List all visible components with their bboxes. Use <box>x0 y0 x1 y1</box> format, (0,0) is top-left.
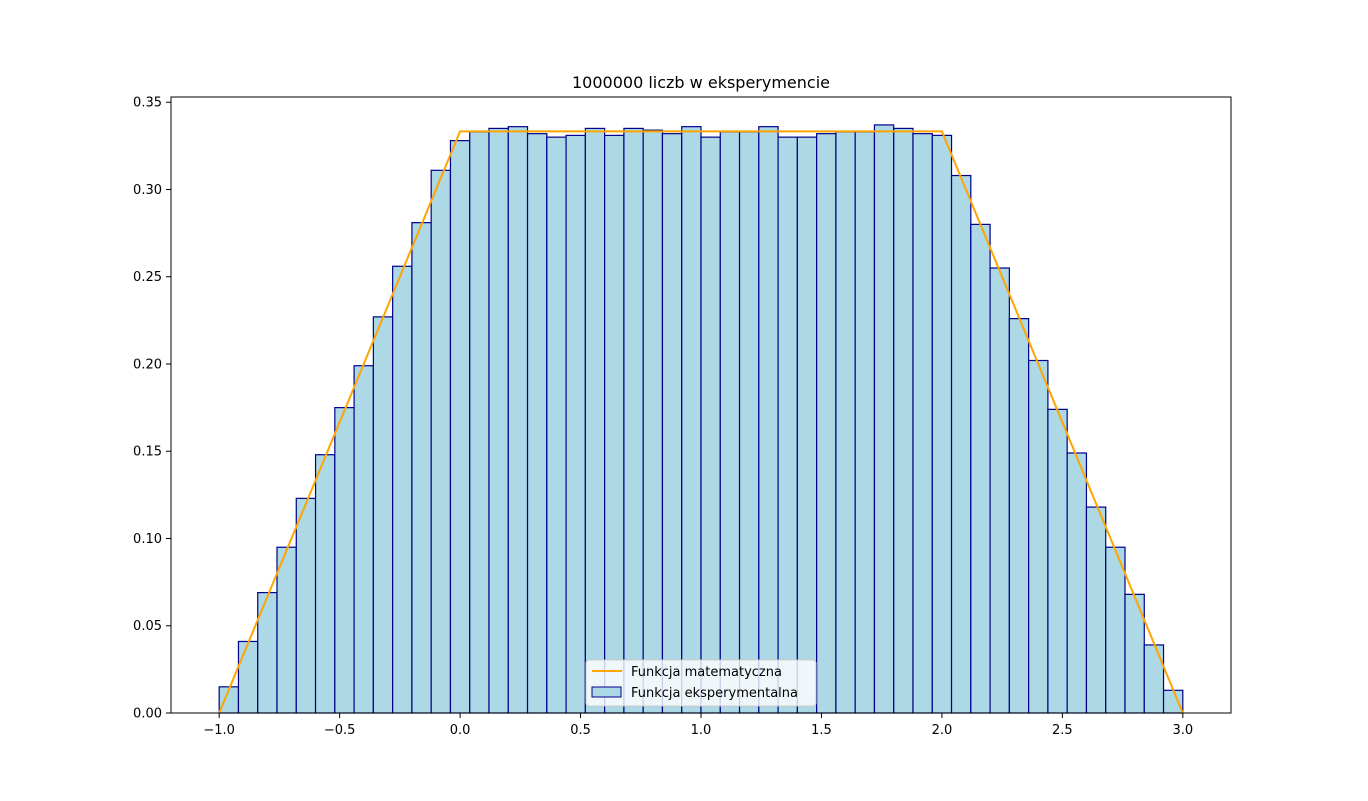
histogram-bar <box>565 134 586 714</box>
y-tick-label: 0.35 <box>133 96 162 111</box>
histogram-bar <box>873 124 895 714</box>
histogram-bar <box>314 454 336 714</box>
histogram-bar <box>584 127 606 714</box>
legend-bar-swatch <box>591 686 622 698</box>
x-tick-label: 2.5 <box>1052 723 1073 738</box>
histogram-bar <box>835 131 856 714</box>
y-tick-label: 0.15 <box>133 445 162 460</box>
x-tick-label: 1.0 <box>691 723 712 738</box>
histogram-bar <box>1066 452 1088 714</box>
histogram-bar <box>642 129 664 714</box>
histogram-bar <box>950 174 972 714</box>
histogram-bar <box>661 133 683 714</box>
histogram-bar <box>334 407 355 714</box>
histogram-bar <box>681 126 702 714</box>
histogram-bar <box>449 140 471 714</box>
histogram-bar <box>237 640 259 714</box>
histogram-bar <box>931 134 953 714</box>
histogram-bar <box>777 136 798 714</box>
x-tick-label: −1.0 <box>203 723 235 738</box>
histogram-bar <box>893 127 914 714</box>
histogram-bar <box>816 133 837 714</box>
x-axis-ticks: −1.0 −0.5 0.0 0.5 1.0 1.5 2.0 2.5 3.0 <box>203 713 1193 738</box>
histogram-bar <box>700 136 721 714</box>
legend-box <box>585 659 817 707</box>
histogram-bar <box>1105 546 1126 714</box>
histogram-bar <box>623 127 644 714</box>
legend: Funkcja matematyczna Funkcja eksperyment… <box>585 659 817 707</box>
histogram-bar <box>1028 359 1049 714</box>
histogram-bar <box>989 267 1010 714</box>
histogram-bar <box>526 133 548 714</box>
histogram-bar <box>854 131 876 714</box>
histogram-bar <box>353 365 374 714</box>
x-tick-label: 0.5 <box>570 723 591 738</box>
y-tick-label: 0.00 <box>133 707 162 722</box>
histogram-bar <box>392 265 413 714</box>
histogram-bar <box>507 126 529 714</box>
histogram-bar <box>1008 318 1030 714</box>
legend-label-experimental: Funkcja eksperymentalna <box>631 686 798 701</box>
x-tick-label: 2.0 <box>932 723 953 738</box>
histogram-bar <box>796 136 818 714</box>
histogram-bar <box>758 126 779 714</box>
y-tick-label: 0.20 <box>133 357 162 372</box>
histogram-bar <box>372 316 394 714</box>
y-tick-label: 0.30 <box>133 183 162 198</box>
histogram-bar <box>546 136 567 714</box>
histogram-bar <box>1085 506 1107 714</box>
y-tick-label: 0.25 <box>133 270 162 285</box>
math-function-line-group <box>218 130 1184 714</box>
histogram-bar <box>469 131 490 714</box>
y-tick-label: 0.05 <box>133 619 162 634</box>
x-tick-label: −0.5 <box>324 723 356 738</box>
histogram-bar <box>411 222 432 714</box>
histogram-bar <box>912 133 933 714</box>
x-tick-label: 1.5 <box>811 723 832 738</box>
histogram-bar <box>719 131 741 714</box>
histogram-bar <box>1047 408 1068 714</box>
histogram-bar <box>295 497 317 714</box>
histogram-bar <box>488 127 509 714</box>
histogram-bar <box>604 134 625 714</box>
histogram-bar <box>430 169 452 714</box>
histogram-bar <box>738 131 760 714</box>
histogram-bar <box>1143 644 1165 714</box>
y-tick-label: 0.10 <box>133 532 162 547</box>
histogram-bar <box>1162 689 1184 714</box>
legend-label-math: Funkcja matematyczna <box>631 665 782 680</box>
y-axis-ticks: 0.00 0.05 0.10 0.15 0.20 0.25 0.30 0.35 <box>133 96 171 722</box>
x-tick-label: 0.0 <box>450 723 471 738</box>
x-tick-label: 3.0 <box>1172 723 1193 738</box>
histogram-bar <box>970 223 991 714</box>
histogram-bar <box>276 546 297 714</box>
math-function-line <box>218 130 1184 714</box>
chart-title: 1000000 liczb w eksperymencie <box>572 73 830 92</box>
